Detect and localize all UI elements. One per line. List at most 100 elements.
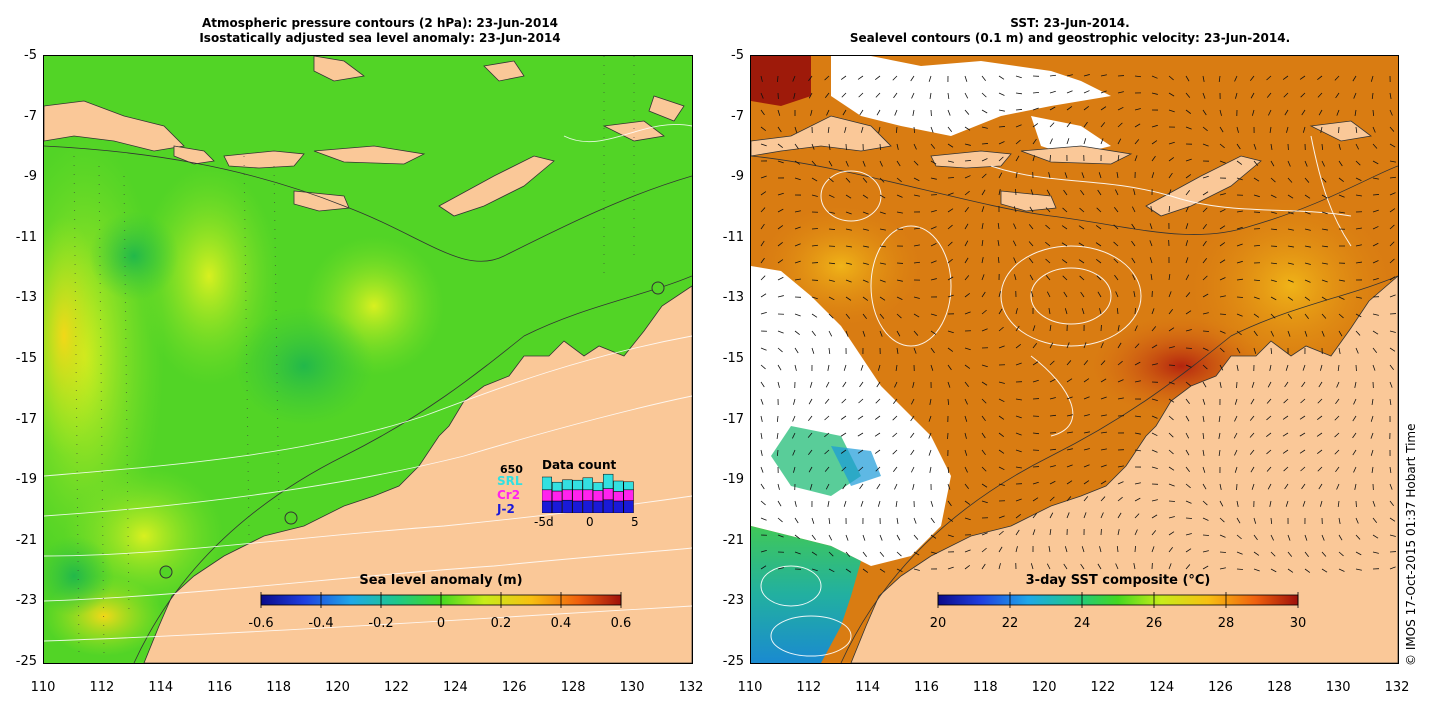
sst-map[interactable]: 3-day SST composite (°C) 20 22 24 26 28 30	[750, 55, 1399, 664]
velocity-arrow	[876, 483, 881, 490]
velocity-arrow	[929, 398, 932, 405]
velocity-arrow	[1049, 106, 1056, 111]
velocity-arrow	[1168, 466, 1175, 471]
velocity-arrow	[1270, 347, 1273, 355]
velocity-arrow	[777, 500, 782, 507]
velocity-arrow	[947, 241, 953, 247]
velocity-arrow	[1185, 381, 1191, 387]
velocity-arrow	[1030, 291, 1034, 298]
velocity-arrow	[928, 75, 932, 82]
x-tick-label: 110	[30, 680, 56, 695]
velocity-arrow	[964, 223, 969, 230]
velocity-arrow	[760, 549, 767, 553]
velocity-arrow	[1270, 228, 1278, 231]
sea-level-anomaly-map[interactable]: Sea level anomaly (m) -0.6 -0.4 -0.2 0 0.2 0.…	[43, 55, 693, 664]
velocity-arrow	[1134, 325, 1138, 332]
velocity-arrow	[1321, 160, 1325, 167]
velocity-arrow	[1321, 262, 1328, 265]
velocity-arrow	[777, 143, 784, 148]
velocity-arrow	[811, 228, 819, 230]
velocity-arrow	[1334, 75, 1340, 81]
velocity-arrow	[964, 190, 970, 196]
velocity-arrow	[1353, 466, 1357, 473]
velocity-arrow	[1270, 177, 1276, 183]
velocity-arrow	[930, 126, 934, 133]
velocity-arrow	[1185, 75, 1190, 82]
velocity-arrow	[841, 398, 847, 404]
velocity-arrow	[913, 126, 915, 134]
x-tick-label: 126	[1208, 680, 1233, 695]
velocity-arrow	[777, 192, 784, 196]
velocity-arrow	[1202, 143, 1209, 147]
velocity-arrow	[862, 313, 867, 320]
velocity-arrow	[1062, 275, 1068, 281]
velocity-arrow	[1270, 534, 1274, 541]
tide-gauge-marker[interactable]	[651, 281, 665, 295]
velocity-arrow	[760, 109, 765, 116]
velocity-arrow	[1287, 262, 1294, 265]
velocity-arrow	[930, 313, 937, 317]
velocity-arrow	[947, 276, 954, 281]
velocity-arrow	[947, 258, 953, 264]
velocity-arrow	[879, 330, 883, 337]
velocity-arrow	[1389, 330, 1396, 333]
velocity-arrow	[1134, 75, 1142, 78]
velocity-arrow	[1316, 432, 1323, 437]
velocity-arrow	[1015, 362, 1022, 366]
velocity-arrow	[808, 398, 813, 405]
velocity-arrow	[1049, 529, 1052, 536]
velocity-arrow	[1353, 92, 1357, 99]
legend-bar-j2	[542, 500, 552, 513]
velocity-arrow	[1253, 330, 1258, 337]
velocity-arrow	[1117, 465, 1124, 468]
velocity-arrow	[1372, 517, 1378, 523]
velocity-arrow	[981, 547, 987, 553]
velocity-arrow	[1338, 568, 1345, 572]
velocity-arrow	[1389, 143, 1396, 148]
velocity-arrow	[845, 534, 849, 541]
velocity-arrow	[777, 208, 784, 213]
island-sulawesi-tip	[313, 56, 365, 82]
velocity-arrow	[1372, 313, 1379, 316]
velocity-arrow	[912, 381, 915, 388]
sla-negative-patch	[234, 306, 374, 426]
x-tick-label: 120	[325, 680, 350, 695]
velocity-arrow	[1202, 398, 1206, 405]
velocity-arrow	[1063, 291, 1068, 298]
velocity-arrow	[792, 449, 796, 456]
velocity-arrow	[930, 177, 937, 180]
velocity-arrow	[913, 261, 921, 264]
velocity-arrow	[1113, 241, 1119, 247]
y-tick-label: -15	[722, 351, 744, 366]
velocity-arrow	[893, 92, 898, 99]
velocity-arrow	[964, 415, 968, 422]
velocity-arrow	[1287, 228, 1294, 231]
velocity-arrow	[981, 328, 988, 332]
legend-bar-srl	[623, 481, 634, 491]
velocity-arrow	[1250, 398, 1255, 405]
velocity-arrow	[1202, 415, 1205, 422]
velocity-arrow	[1032, 497, 1039, 502]
velocity-arrow	[828, 228, 836, 230]
velocity-arrow	[793, 92, 796, 99]
velocity-arrow	[1202, 364, 1208, 370]
velocity-arrow	[1185, 126, 1192, 130]
island-flores	[313, 145, 426, 165]
velocity-arrow	[1267, 381, 1272, 388]
velocity-arrow	[1032, 529, 1036, 536]
tide-gauge-marker[interactable]	[159, 565, 173, 579]
velocity-arrow	[1285, 500, 1289, 507]
velocity-arrow	[777, 381, 780, 388]
velocity-arrow	[777, 483, 780, 490]
sst-colorbar	[937, 594, 1299, 606]
velocity-arrow	[1095, 225, 1102, 230]
velocity-arrow	[1049, 325, 1052, 332]
velocity-arrow	[811, 534, 816, 541]
tide-gauge-marker[interactable]	[284, 511, 298, 525]
velocity-arrow	[947, 192, 954, 196]
sla-colorbar-label: Sea level anomaly (m)	[359, 573, 523, 588]
velocity-arrow	[1355, 517, 1359, 524]
velocity-arrow	[1337, 500, 1340, 507]
velocity-arrow	[1236, 278, 1243, 281]
velocity-arrow	[1372, 177, 1379, 180]
